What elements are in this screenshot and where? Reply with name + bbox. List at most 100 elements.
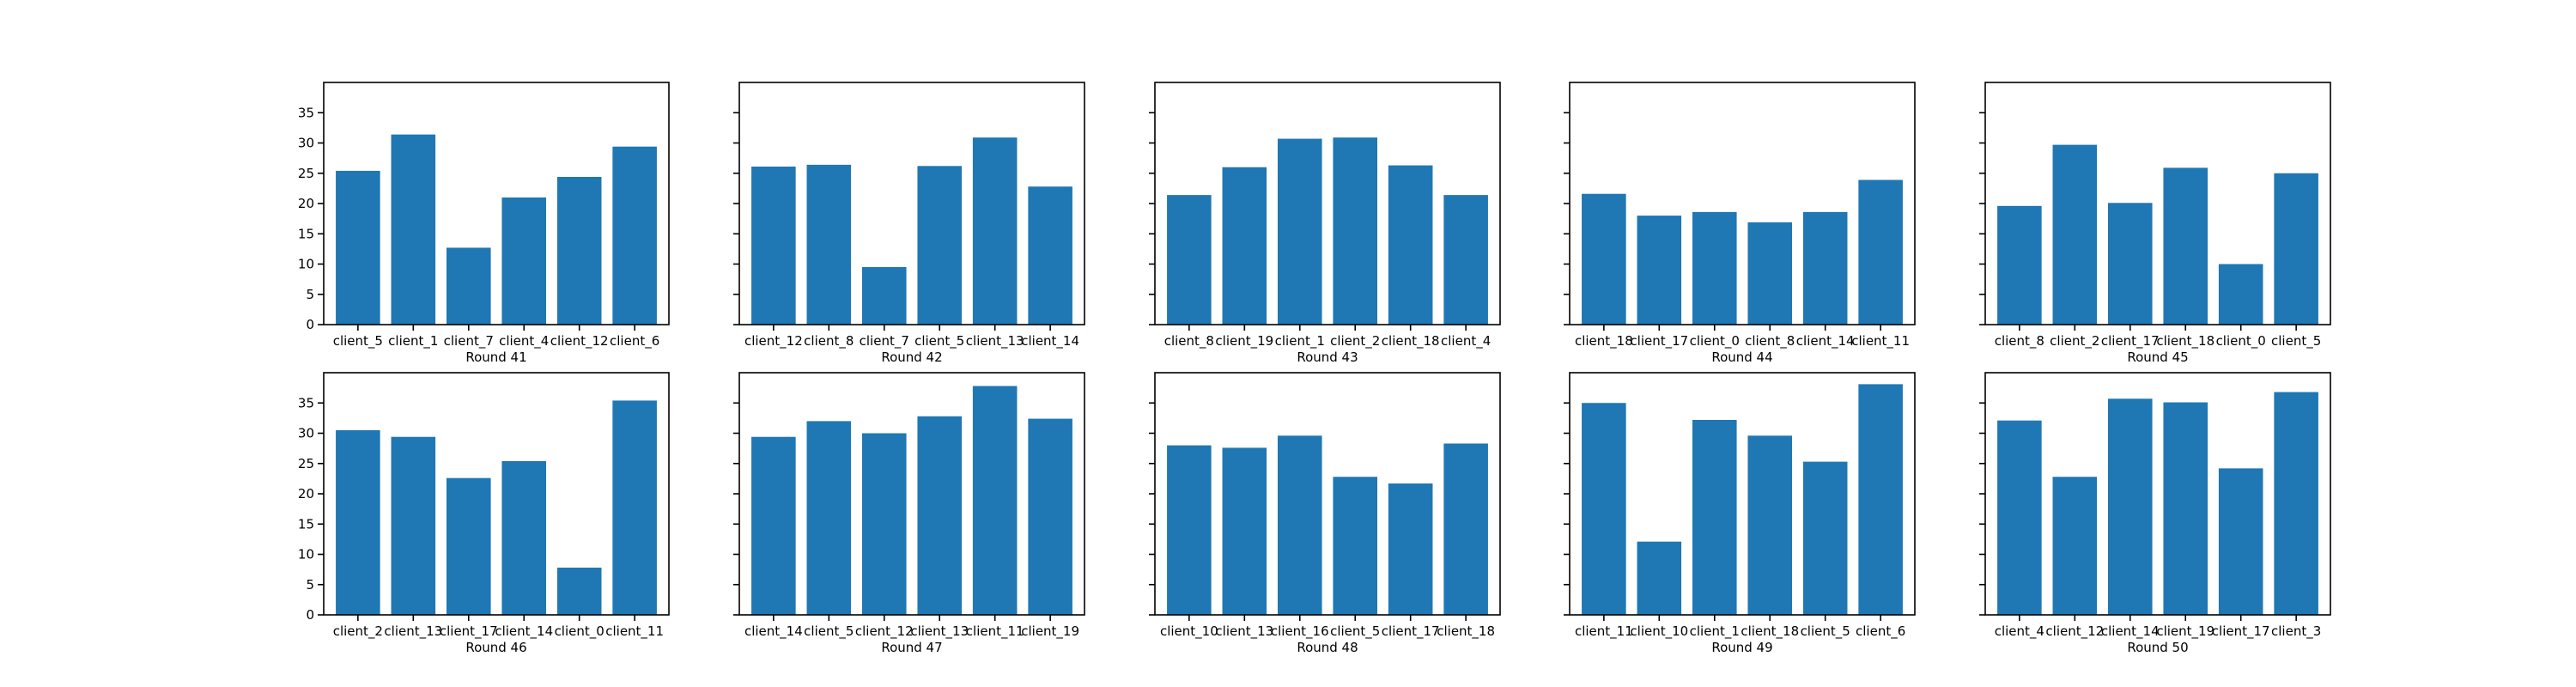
bar-client_17 xyxy=(446,477,491,615)
x-tick-label: client_17 xyxy=(440,623,498,640)
bar-client_1 xyxy=(1692,419,1737,615)
x-tick-label: client_14 xyxy=(744,623,803,640)
axes-frame xyxy=(1569,372,1916,616)
bar-client_13 xyxy=(391,436,436,615)
bar-client_2 xyxy=(2052,144,2098,325)
y-tick-label: 20 xyxy=(298,486,314,502)
y-tick-label: 5 xyxy=(306,287,314,302)
bar-client_10 xyxy=(1637,541,1682,615)
bar-client_16 xyxy=(1277,435,1322,615)
y-tick-label: 5 xyxy=(306,577,314,593)
bar-client_4 xyxy=(1997,420,2042,615)
x-tick-label: client_3 xyxy=(2271,623,2321,640)
bar-client_5 xyxy=(1333,477,1378,615)
x-tick-label: client_8 xyxy=(804,333,854,350)
x-tick-label: client_1 xyxy=(388,333,438,350)
x-tick-label: client_18 xyxy=(1382,333,1440,350)
x-tick-label: client_5 xyxy=(1801,623,1850,640)
bar-client_17 xyxy=(1637,216,1682,325)
x-tick-label: client_13 xyxy=(384,623,442,640)
x-tick-label: client_2 xyxy=(1330,333,1380,350)
y-tick-label: 25 xyxy=(298,166,314,181)
bar-client_8 xyxy=(1167,195,1212,325)
x-axis-label: Round 42 xyxy=(881,350,942,365)
x-tick-label: client_11 xyxy=(1575,623,1633,640)
bar-client_13 xyxy=(1222,447,1267,615)
x-tick-label: client_8 xyxy=(1995,333,2044,350)
x-tick-label: client_5 xyxy=(1330,623,1380,640)
axes-frame xyxy=(1154,82,1501,325)
x-tick-label: client_18 xyxy=(1575,333,1633,350)
x-tick-label: client_18 xyxy=(1437,623,1495,640)
bar-client_12 xyxy=(2052,477,2098,615)
x-tick-label: client_0 xyxy=(2216,333,2266,350)
x-tick-label: client_18 xyxy=(1741,623,1799,640)
y-tick-label: 20 xyxy=(298,196,314,211)
x-tick-label: client_11 xyxy=(966,623,1024,640)
y-tick-label: 25 xyxy=(298,456,314,471)
x-tick-label: client_19 xyxy=(1215,333,1273,350)
bar-client_4 xyxy=(501,197,547,325)
x-tick-label: client_8 xyxy=(1164,333,1214,350)
x-tick-label: client_19 xyxy=(2156,623,2215,640)
x-tick-label: client_0 xyxy=(555,623,605,640)
y-tick-label: 30 xyxy=(298,136,314,151)
y-tick-label: 10 xyxy=(298,547,314,562)
bar-client_14 xyxy=(501,460,547,615)
bar-client_17 xyxy=(2218,468,2263,615)
x-tick-label: client_7 xyxy=(444,333,494,350)
axes-frame xyxy=(323,82,670,325)
bar-client_1 xyxy=(391,134,436,325)
y-tick-label: 35 xyxy=(298,105,314,120)
axes-frame xyxy=(323,372,670,616)
bar-client_0 xyxy=(1692,211,1737,325)
x-tick-label: client_5 xyxy=(804,623,854,640)
bar-client_4 xyxy=(1443,195,1488,325)
x-tick-label: client_12 xyxy=(2045,623,2104,640)
bar-client_5 xyxy=(1802,461,1848,615)
y-tick-label: 0 xyxy=(306,317,314,332)
bar-client_6 xyxy=(1858,384,1903,615)
x-axis-label: Round 50 xyxy=(2127,640,2188,655)
bar-client_19 xyxy=(1028,418,1072,615)
x-tick-label: client_4 xyxy=(1441,333,1491,350)
x-tick-label: client_8 xyxy=(1745,333,1795,350)
bar-client_13 xyxy=(972,137,1018,325)
y-tick-label: 30 xyxy=(298,426,314,441)
x-tick-label: client_5 xyxy=(914,333,964,350)
x-tick-label: client_14 xyxy=(495,623,553,640)
bar-client_0 xyxy=(556,568,602,615)
axes-frame xyxy=(1984,82,2331,325)
subplot-3: client_8 client_19 client_1 client_2 client_… xyxy=(1149,82,1501,365)
bar-client_18 xyxy=(1747,435,1793,615)
x-tick-label: client_5 xyxy=(2271,333,2321,350)
y-tick-label: 15 xyxy=(298,516,314,532)
bar-client_13 xyxy=(917,416,963,615)
x-tick-label: client_13 xyxy=(1215,623,1273,640)
bar-client_7 xyxy=(446,247,491,325)
bar-client_7 xyxy=(861,267,907,325)
x-tick-label: client_17 xyxy=(2101,333,2160,350)
bar-client_17 xyxy=(1388,483,1433,615)
bar-client_8 xyxy=(1747,222,1793,325)
y-tick-label: 10 xyxy=(298,257,314,272)
bar-client_11 xyxy=(612,400,657,615)
bar-client_5 xyxy=(336,170,380,325)
bar-client_18 xyxy=(1388,165,1433,325)
y-tick-label: 0 xyxy=(306,607,314,623)
bar-client_5 xyxy=(2274,173,2318,325)
bar-client_18 xyxy=(2163,167,2208,325)
bar-client_5 xyxy=(917,166,963,325)
x-tick-label: client_17 xyxy=(1630,333,1688,350)
axes-frame xyxy=(1569,82,1916,325)
x-tick-label: client_7 xyxy=(860,333,909,350)
bar-client_18 xyxy=(1582,193,1626,325)
x-tick-label: client_10 xyxy=(1630,623,1688,640)
x-tick-label: client_14 xyxy=(2101,623,2160,640)
